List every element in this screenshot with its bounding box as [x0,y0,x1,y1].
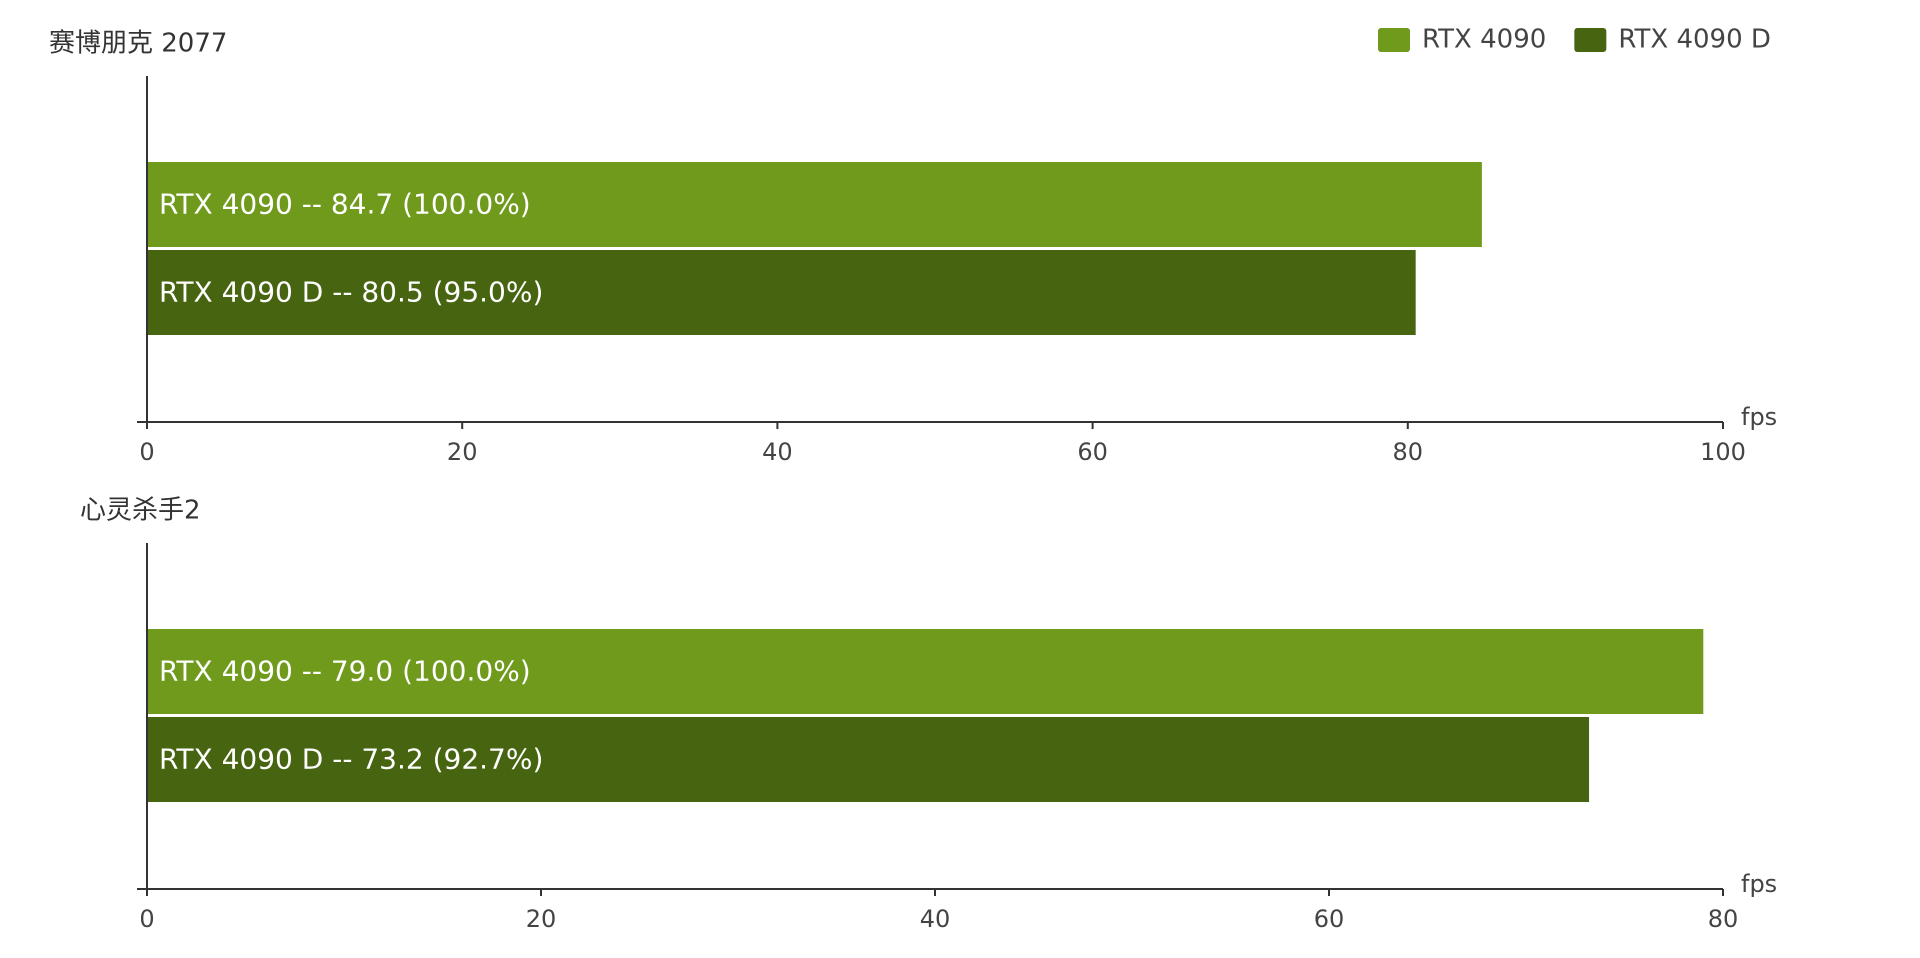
x-tick-label: 40 [920,905,951,933]
bar-label: RTX 4090 D -- 80.5 (95.0%) [159,276,543,309]
legend-swatch [1574,28,1607,52]
x-tick-label: 20 [447,438,478,466]
x-tick-label: 0 [139,438,154,466]
legend-label: RTX 4090 D [1618,25,1771,55]
bar [147,162,1482,247]
x-tick-label: 20 [526,905,557,933]
x-tick-label: 60 [1314,905,1345,933]
x-tick-label: 100 [1700,438,1746,466]
x-tick-label: 80 [1708,905,1739,933]
bar-label: RTX 4090 D -- 73.2 (92.7%) [159,743,543,776]
legend-label: RTX 4090 [1422,25,1546,55]
legend-swatch [1378,28,1410,52]
x-tick-label: 60 [1077,438,1108,466]
bar-label: RTX 4090 -- 79.0 (100.0%) [159,655,531,688]
chart-title: 赛博朋克 2077 [49,29,227,59]
bar-label: RTX 4090 -- 84.7 (100.0%) [159,188,531,221]
bar [147,629,1704,714]
x-axis-label: fps [1741,403,1777,431]
x-tick-label: 0 [139,905,154,933]
chart-title: 心灵杀手2 [80,496,201,526]
bar [147,717,1590,802]
x-axis-label: fps [1741,870,1777,898]
x-tick-label: 80 [1393,438,1424,466]
x-tick-label: 40 [762,438,793,466]
bar [147,250,1416,335]
